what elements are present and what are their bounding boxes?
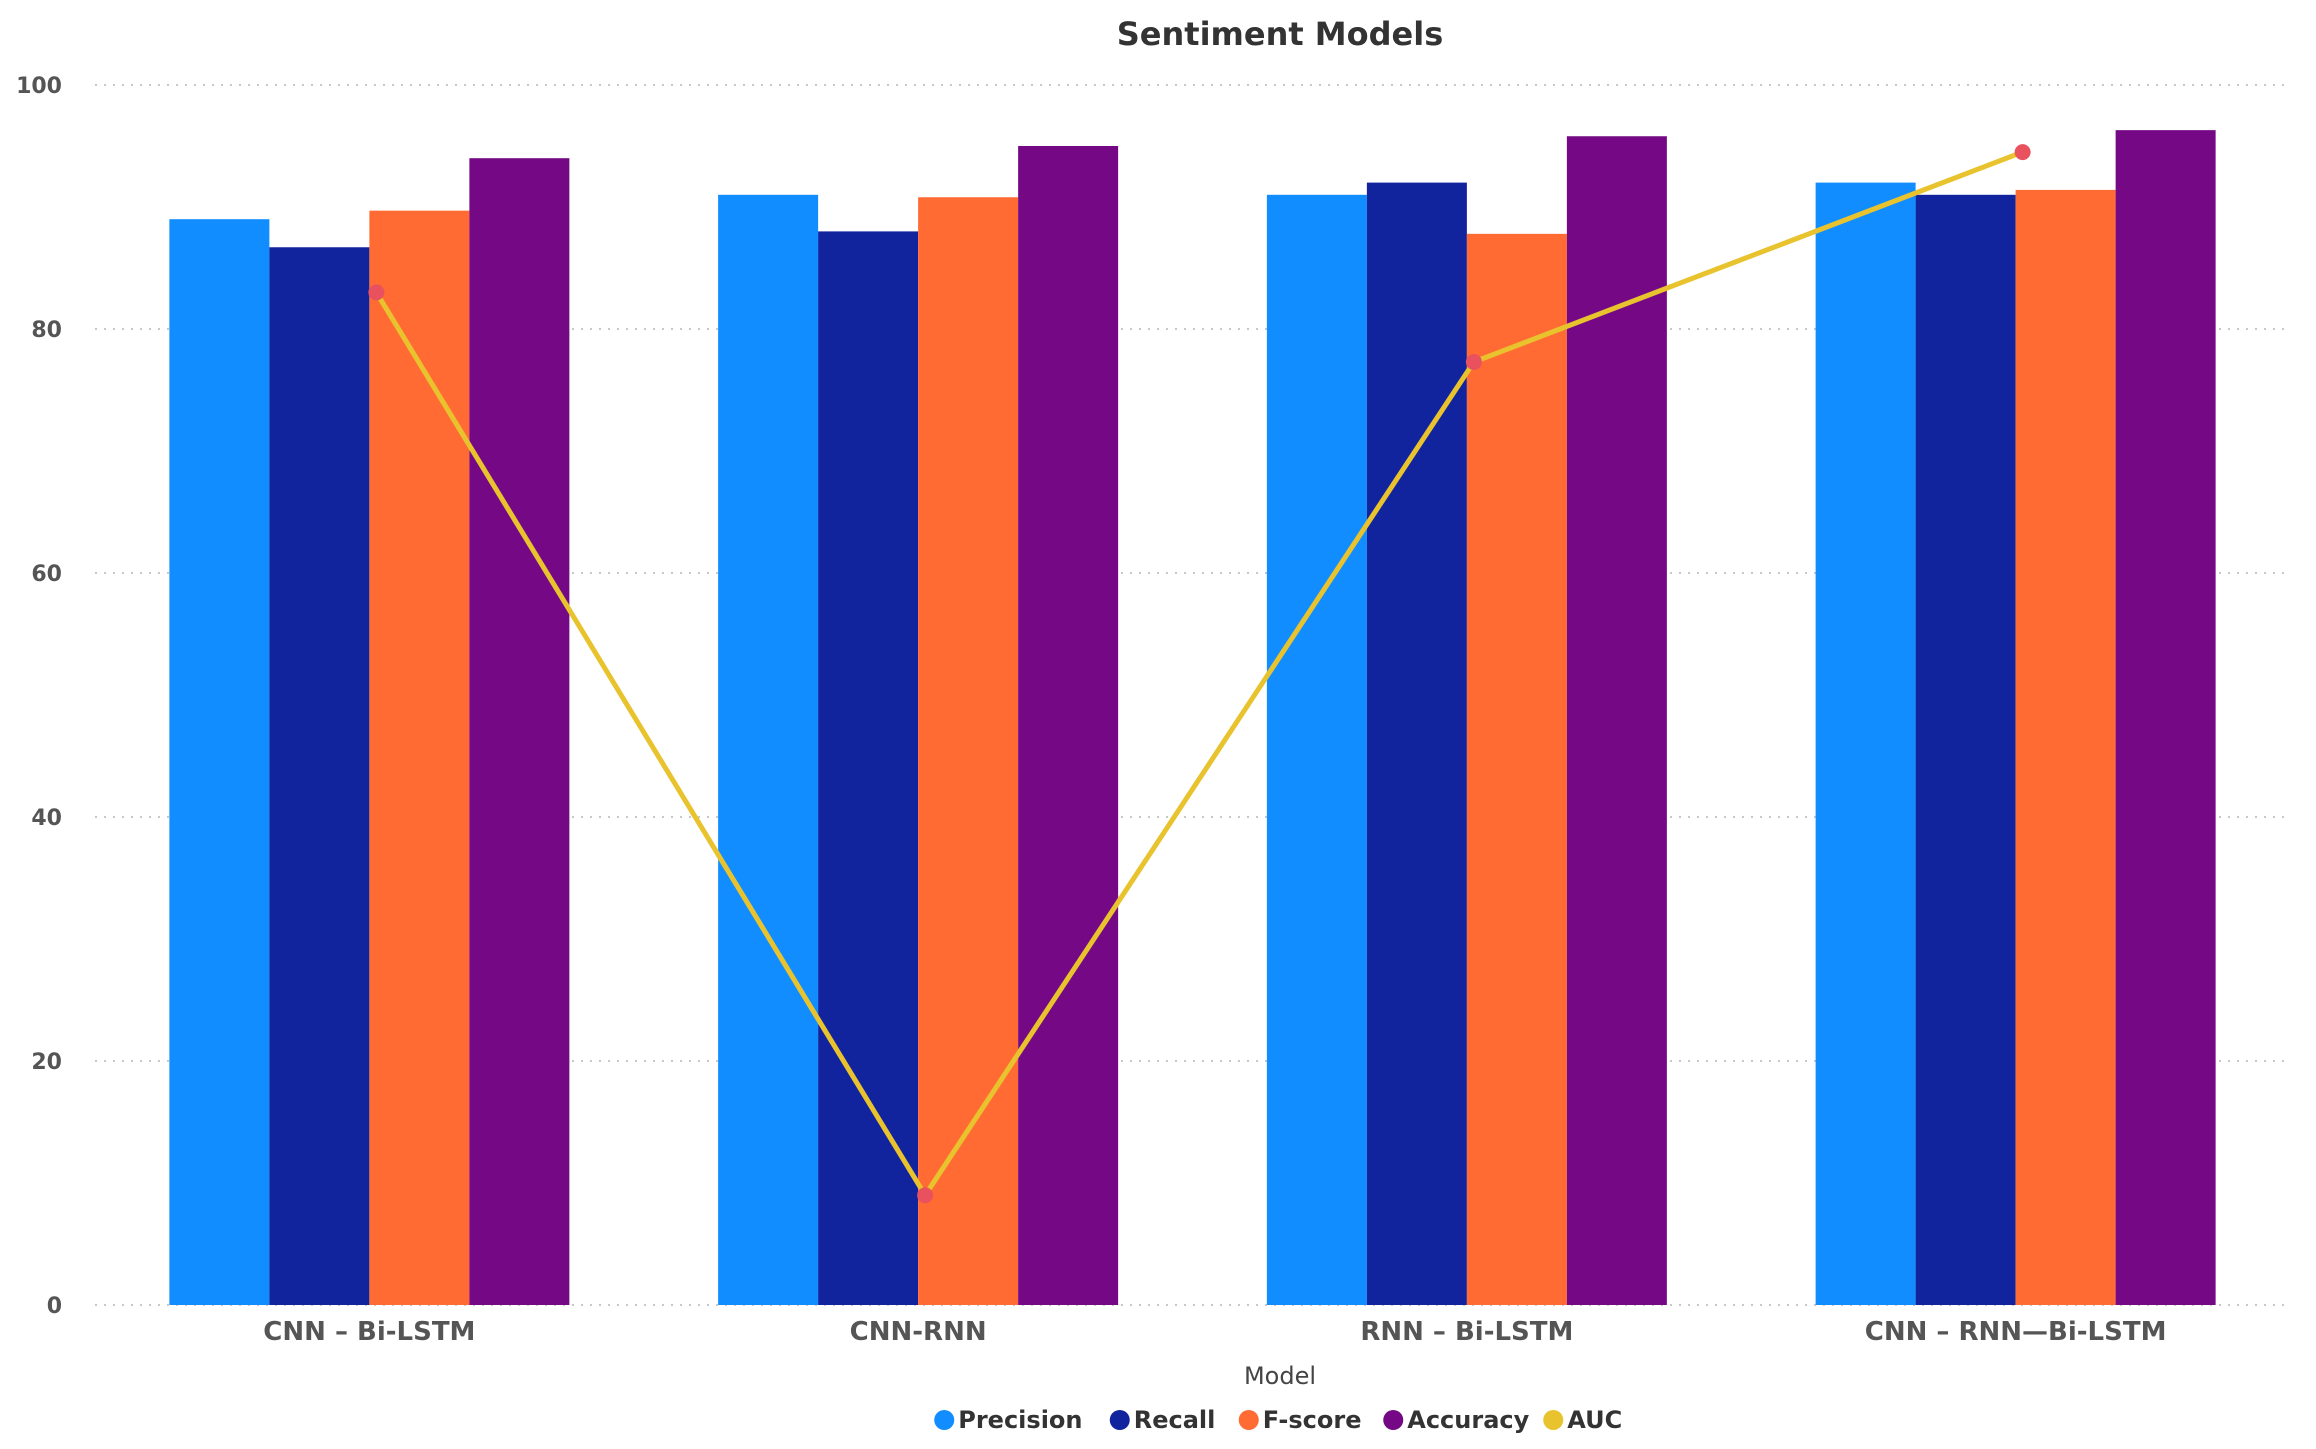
line-point-auc — [2014, 144, 2031, 161]
x-axis: CNN – Bi-LSTM CNN-RNN RNN – Bi-LSTM CNN – R… — [263, 1317, 2166, 1347]
y-tick-label: 80 — [31, 318, 62, 343]
bar-accuracy — [1566, 136, 1667, 1306]
bar-recall — [818, 231, 919, 1305]
line-auc — [374, 149, 2024, 1198]
legend-label: AUC — [1567, 1406, 1622, 1434]
bar-accuracy — [1018, 146, 1119, 1305]
bar-recall — [1366, 182, 1467, 1306]
y-axis: 0 20 40 60 80 100 — [16, 74, 62, 1319]
y-tick-label: 60 — [31, 562, 62, 587]
bar-recall — [1915, 194, 2016, 1305]
bar-accuracy — [2115, 130, 2216, 1305]
x-tick-label: CNN-RNN — [850, 1317, 987, 1347]
bar-f-score — [918, 197, 1019, 1306]
legend-label: Recall — [1134, 1406, 1216, 1434]
chart-title: Sentiment Models — [1117, 15, 1444, 53]
line-series — [368, 144, 2031, 1204]
bar-precision — [718, 194, 819, 1305]
bar-recall — [269, 247, 370, 1305]
line-point-auc — [368, 284, 385, 301]
x-axis-label: Model — [1244, 1362, 1316, 1390]
bar-series — [169, 130, 2216, 1306]
legend-label: Precision — [958, 1406, 1082, 1434]
legend-marker — [1543, 1410, 1564, 1430]
y-tick-label: 0 — [47, 1294, 62, 1319]
legend-marker — [934, 1410, 955, 1430]
legend-label: F-score — [1263, 1406, 1362, 1434]
legend-marker — [1238, 1410, 1259, 1430]
legend-marker — [1109, 1410, 1130, 1430]
bar-f-score — [1466, 233, 1567, 1306]
bar-accuracy — [469, 158, 570, 1306]
bar-f-score — [369, 210, 470, 1305]
legend-marker — [1383, 1410, 1404, 1430]
y-tick-label: 20 — [31, 1050, 62, 1075]
bar-precision — [1815, 182, 1916, 1306]
bar-f-score — [2015, 189, 2116, 1305]
legend-label: Accuracy — [1407, 1406, 1529, 1434]
x-tick-label: RNN – Bi-LSTM — [1360, 1317, 1573, 1347]
y-tick-label: 40 — [31, 806, 62, 831]
x-tick-label: CNN – RNN—Bi-LSTM — [1865, 1317, 2167, 1347]
line-point-auc — [1465, 353, 1482, 370]
bar-precision — [169, 219, 270, 1306]
bar-precision — [1266, 194, 1367, 1305]
y-tick-label: 100 — [16, 74, 62, 99]
x-tick-label: CNN – Bi-LSTM — [263, 1317, 475, 1347]
line-point-auc — [917, 1187, 934, 1204]
legend: Precision Recall F-score Accuracy AUC — [934, 1406, 1622, 1434]
